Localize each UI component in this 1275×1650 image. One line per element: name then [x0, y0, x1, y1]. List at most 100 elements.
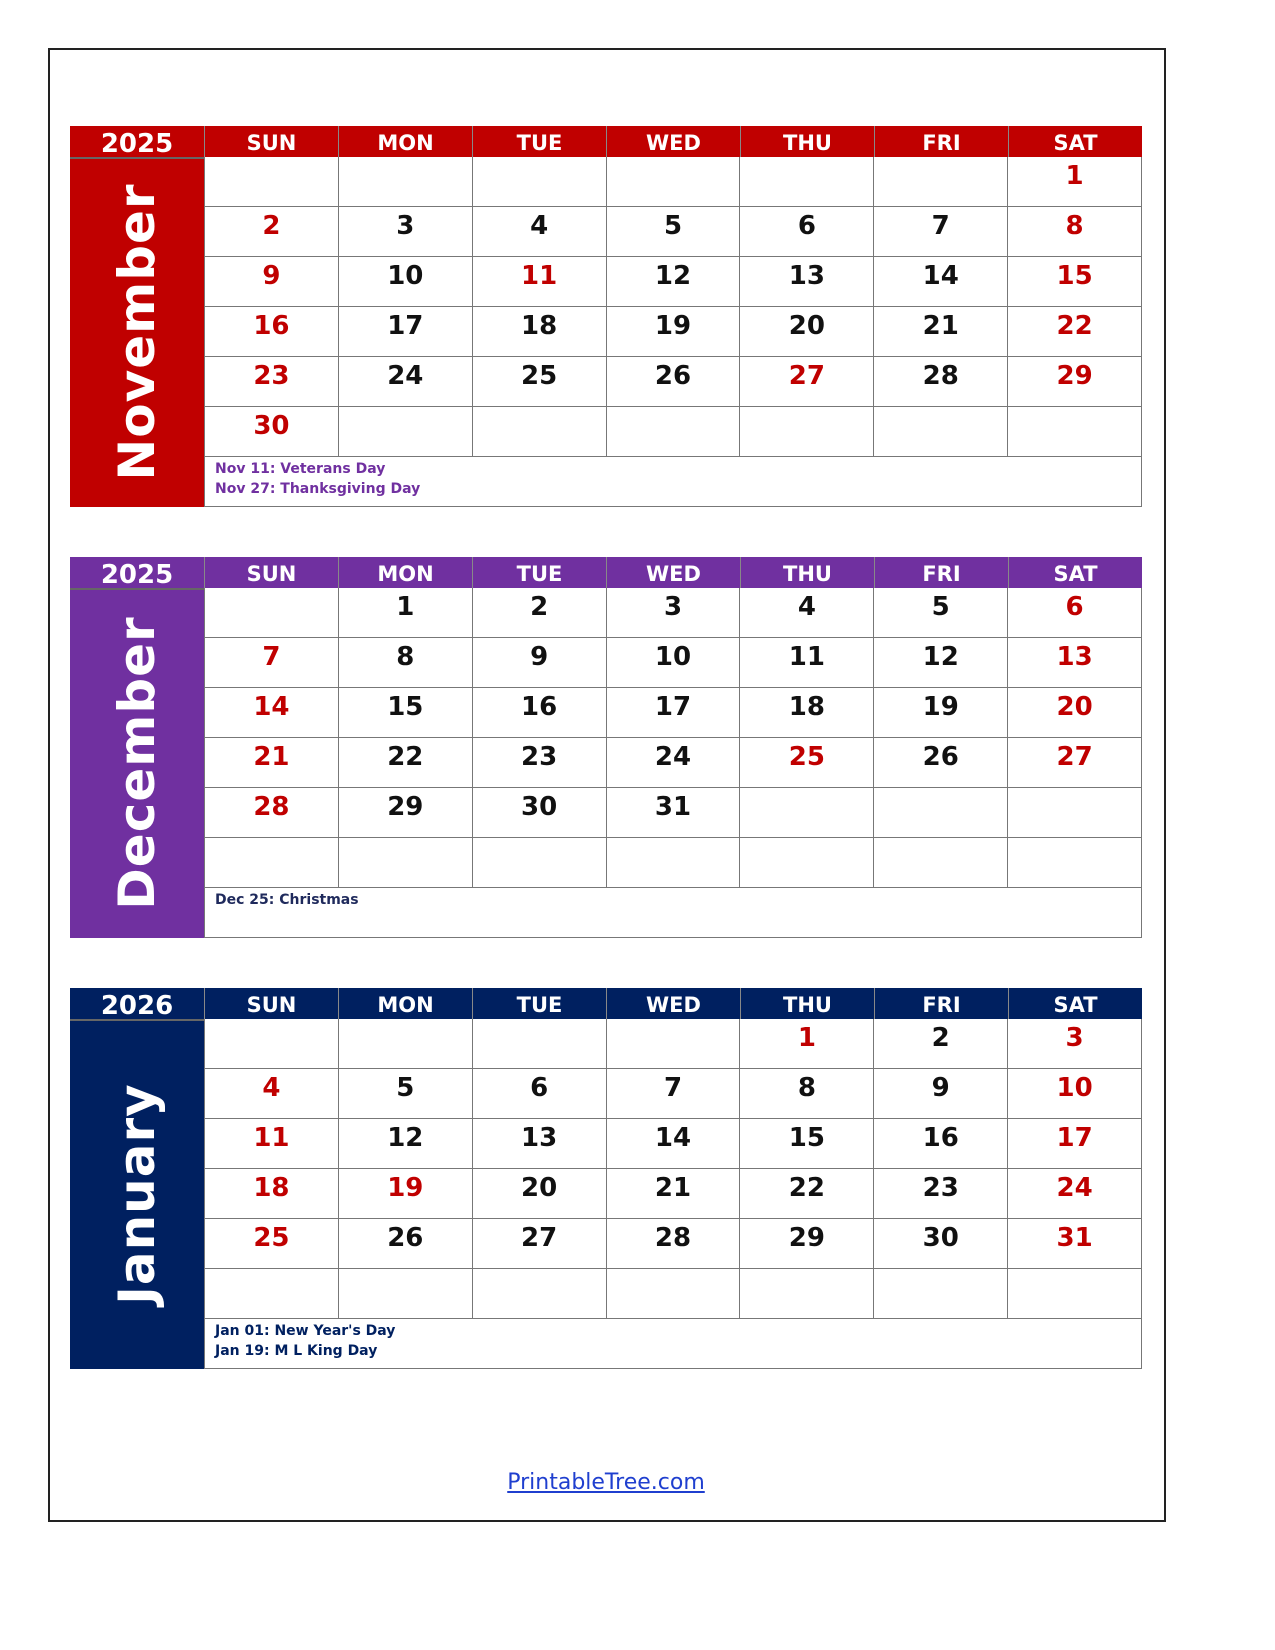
day-cell — [337, 157, 472, 206]
day-cell: 27 — [471, 1219, 606, 1268]
week-row: 28 29 30 31 — [204, 788, 1143, 838]
day-cell: 17 — [337, 307, 472, 356]
day-cell: 19 — [605, 307, 740, 356]
day-cell: 7 — [605, 1069, 740, 1118]
day-cell: 27 — [739, 357, 873, 406]
day-cell: 19 — [873, 688, 1007, 737]
month-name: December — [70, 588, 204, 938]
day-cell: 13 — [471, 1119, 606, 1168]
day-cell: 15 — [1007, 257, 1143, 306]
day-cell: 1 — [739, 1019, 873, 1068]
holiday-note: Jan 19: M L King Day — [215, 1343, 378, 1359]
day-cell: 31 — [605, 788, 740, 837]
week-row: 25 26 27 28 29 30 31 — [204, 1219, 1143, 1269]
website-link[interactable]: PrintableTree.com — [507, 1470, 705, 1495]
weekday-mon: MON — [338, 126, 472, 157]
weekday-thu: THU — [740, 126, 874, 157]
day-cell: 26 — [873, 738, 1007, 787]
day-cell: 5 — [605, 207, 740, 256]
year-label: 2025 — [70, 126, 204, 159]
day-cell — [739, 838, 873, 887]
week-row — [204, 1269, 1143, 1319]
month-name-text: January — [108, 1083, 166, 1305]
weekday-tue: TUE — [472, 126, 606, 157]
day-cell — [1007, 407, 1143, 456]
day-cell — [204, 1019, 338, 1068]
day-cell: 13 — [739, 257, 873, 306]
day-cell: 17 — [1007, 1119, 1143, 1168]
weekday-thu: THU — [740, 988, 874, 1019]
month-side-panel: 2025 December — [70, 557, 204, 938]
day-cell: 25 — [739, 738, 873, 787]
day-cell: 12 — [337, 1119, 472, 1168]
day-cell: 23 — [471, 738, 606, 787]
day-cell — [337, 1269, 472, 1318]
month-name-text: November — [108, 183, 166, 481]
day-cell: 16 — [873, 1119, 1007, 1168]
day-cell: 22 — [337, 738, 472, 787]
day-cell: 24 — [605, 738, 740, 787]
day-cell: 29 — [1007, 357, 1143, 406]
weekday-header: SUN MON TUE WED THU FRI SAT — [204, 557, 1142, 588]
day-cell: 25 — [471, 357, 606, 406]
weekday-sun: SUN — [204, 126, 338, 157]
day-cell — [605, 1269, 740, 1318]
day-cell: 9 — [471, 638, 606, 687]
day-grid: 1 2 3 4 5 6 7 8 9 10 11 12 13 14 15 16 17 18 19 20 21 22 23 24 2… — [204, 1019, 1143, 1319]
day-cell: 26 — [605, 357, 740, 406]
day-cell — [471, 1269, 606, 1318]
weekday-wed: WED — [606, 126, 740, 157]
year-label: 2026 — [70, 988, 204, 1021]
day-cell: 2 — [204, 207, 338, 256]
page-border — [48, 48, 1166, 1522]
weekday-thu: THU — [740, 557, 874, 588]
day-cell — [739, 407, 873, 456]
day-cell: 1 — [337, 588, 472, 637]
day-cell: 7 — [204, 638, 338, 687]
day-cell: 8 — [337, 638, 472, 687]
day-cell: 7 — [873, 207, 1007, 256]
day-cell — [337, 838, 472, 887]
day-cell: 4 — [204, 1069, 338, 1118]
day-cell: 5 — [337, 1069, 472, 1118]
weekday-sun: SUN — [204, 557, 338, 588]
day-cell — [204, 588, 338, 637]
day-cell: 15 — [739, 1119, 873, 1168]
day-cell — [739, 1269, 873, 1318]
weekday-sat: SAT — [1008, 557, 1142, 588]
week-row — [204, 838, 1143, 888]
holiday-note: Jan 01: New Year's Day — [215, 1323, 396, 1339]
day-cell: 6 — [739, 207, 873, 256]
day-cell — [873, 838, 1007, 887]
day-cell: 15 — [337, 688, 472, 737]
day-cell: 3 — [605, 588, 740, 637]
day-cell: 11 — [739, 638, 873, 687]
day-cell: 24 — [337, 357, 472, 406]
day-cell: 20 — [471, 1169, 606, 1218]
day-cell — [873, 788, 1007, 837]
day-cell: 3 — [1007, 1019, 1143, 1068]
week-row: 14 15 16 17 18 19 20 — [204, 688, 1143, 738]
day-cell — [1007, 1269, 1143, 1318]
day-cell: 25 — [204, 1219, 338, 1268]
day-cell: 20 — [1007, 688, 1143, 737]
weekday-fri: FRI — [874, 988, 1008, 1019]
day-cell: 19 — [337, 1169, 472, 1218]
week-row: 7 8 9 10 11 12 13 — [204, 638, 1143, 688]
month-january: 2026 January SUN MON TUE WED THU FRI SAT 1 2 3 4 5 6 7 8… — [70, 988, 1143, 1369]
day-cell: 8 — [1007, 207, 1143, 256]
day-cell: 14 — [605, 1119, 740, 1168]
week-row: 9 10 11 12 13 14 15 — [204, 257, 1143, 307]
holiday-notes: Jan 01: New Year's Day Jan 19: M L King D… — [204, 1319, 1142, 1369]
month-side-panel: 2025 November — [70, 126, 204, 507]
weekday-mon: MON — [338, 557, 472, 588]
day-cell: 22 — [1007, 307, 1143, 356]
day-cell: 14 — [204, 688, 338, 737]
month-name-text: December — [108, 616, 166, 910]
day-cell: 11 — [471, 257, 606, 306]
day-cell: 26 — [337, 1219, 472, 1268]
footer: PrintableTree.com — [0, 1470, 1212, 1495]
day-cell — [739, 788, 873, 837]
day-cell: 12 — [605, 257, 740, 306]
